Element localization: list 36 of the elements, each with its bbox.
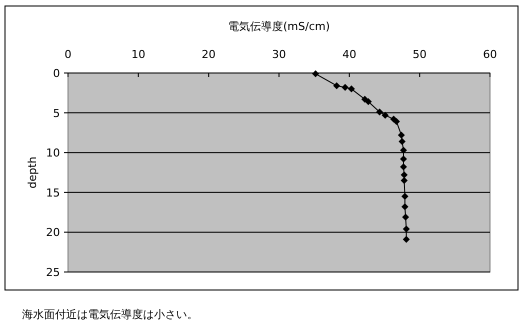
point [382,112,389,119]
point [400,171,408,178]
x-tick-label: 20 [202,48,216,61]
x-tick-label: 0 [64,48,72,61]
text: 海水面付近は電気伝導度は小さい。 [22,308,198,321]
y-axis-title: depth [26,156,39,189]
point [402,214,410,221]
y-tick-label: 10 [46,146,60,160]
point [400,163,407,170]
point [400,146,407,154]
point [364,98,372,106]
point [400,155,407,162]
point [333,82,340,90]
x-tick-label: 60 [483,48,497,61]
y-tick-label: 20 [46,226,60,240]
x-tick-label: 40 [342,48,356,61]
point [376,108,384,116]
point [312,70,320,78]
y-tick-label: 0 [53,67,60,80]
x-tick-label: 10 [131,48,146,61]
point [400,176,408,184]
x-tick-label: 50 [412,48,427,61]
point [348,85,355,92]
point [401,203,408,210]
point [401,192,408,200]
point [398,132,405,139]
point [402,236,410,243]
point [342,84,349,91]
y-tick-label: 25 [46,266,60,279]
point [392,118,400,126]
point [398,138,406,145]
point [402,226,410,233]
x-axis-title: 電気伝導度(mS/cm) [228,20,330,33]
x-tick-label: 30 [272,48,286,61]
y-tick-label: 15 [46,186,60,200]
y-tick-label: 5 [53,106,60,120]
